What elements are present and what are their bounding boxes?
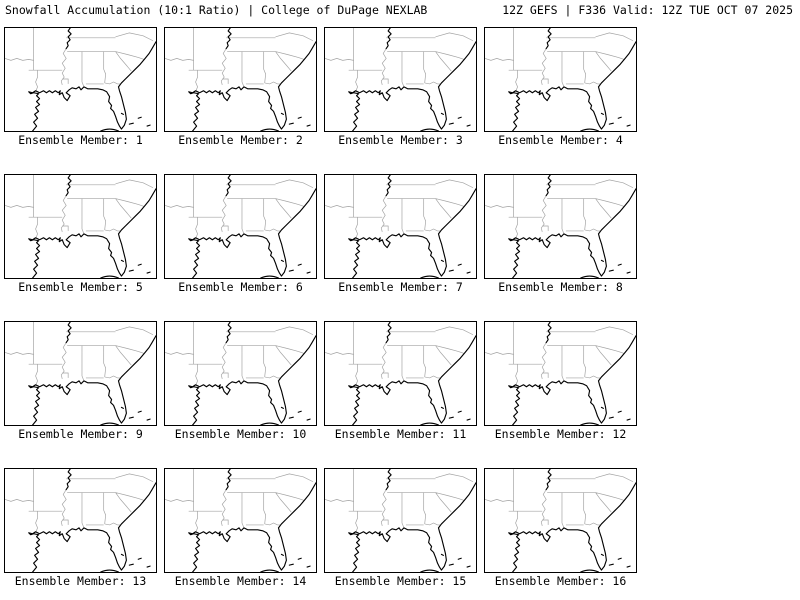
map-outline-svg [5,322,156,425]
ensemble-member-panel-8[interactable]: Ensemble Member: 8 [484,174,637,294]
ensemble-member-label: Ensemble Member: 10 [174,427,307,441]
ensemble-member-label: Ensemble Member: 7 [338,280,463,294]
ensemble-member-panel-9[interactable]: Ensemble Member: 9 [4,321,157,441]
map-outline-svg [485,175,636,278]
map-southeast-us[interactable] [324,468,477,573]
map-southeast-us[interactable] [324,27,477,132]
map-southeast-us[interactable] [4,27,157,132]
ensemble-grid: Ensemble Member: 1 Ensemble Member: 2 En… [4,27,800,600]
map-southeast-us[interactable] [4,321,157,426]
ensemble-member-label: Ensemble Member: 2 [178,133,303,147]
map-outline-svg [325,28,476,131]
ensemble-member-panel-5[interactable]: Ensemble Member: 5 [4,174,157,294]
map-southeast-us[interactable] [484,468,637,573]
map-southeast-us[interactable] [164,27,317,132]
map-outline-svg [325,469,476,572]
map-outline-svg [5,28,156,131]
product-title: Snowfall Accumulation (10:1 Ratio) | Col… [5,3,428,17]
ensemble-member-panel-12[interactable]: Ensemble Member: 12 [484,321,637,441]
map-southeast-us[interactable] [324,321,477,426]
ensemble-member-label: Ensemble Member: 15 [334,574,467,588]
model-run-valid-time: 12Z GEFS | F336 Valid: 12Z TUE OCT 07 20… [502,3,793,17]
map-outline-svg [165,469,316,572]
map-outline-svg [5,469,156,572]
map-outline-svg [165,28,316,131]
map-southeast-us[interactable] [484,174,637,279]
map-outline-svg [485,469,636,572]
ensemble-member-panel-3[interactable]: Ensemble Member: 3 [324,27,477,147]
map-outline-svg [325,175,476,278]
ensemble-member-label: Ensemble Member: 11 [334,427,467,441]
map-outline-svg [5,175,156,278]
ensemble-member-panel-15[interactable]: Ensemble Member: 15 [324,468,477,588]
ensemble-member-panel-2[interactable]: Ensemble Member: 2 [164,27,317,147]
ensemble-member-label: Ensemble Member: 5 [18,280,143,294]
map-outline-svg [165,175,316,278]
map-southeast-us[interactable] [4,174,157,279]
ensemble-member-label: Ensemble Member: 6 [178,280,303,294]
ensemble-member-label: Ensemble Member: 16 [494,574,627,588]
map-southeast-us[interactable] [164,321,317,426]
ensemble-member-panel-10[interactable]: Ensemble Member: 10 [164,321,317,441]
ensemble-member-panel-11[interactable]: Ensemble Member: 11 [324,321,477,441]
map-outline-svg [325,322,476,425]
map-outline-svg [165,322,316,425]
ensemble-member-panel-7[interactable]: Ensemble Member: 7 [324,174,477,294]
ensemble-member-label: Ensemble Member: 13 [14,574,147,588]
ensemble-member-label: Ensemble Member: 3 [338,133,463,147]
ensemble-member-panel-6[interactable]: Ensemble Member: 6 [164,174,317,294]
ensemble-member-label: Ensemble Member: 1 [18,133,143,147]
ensemble-member-label: Ensemble Member: 9 [18,427,143,441]
map-southeast-us[interactable] [164,174,317,279]
map-southeast-us[interactable] [164,468,317,573]
ensemble-member-panel-14[interactable]: Ensemble Member: 14 [164,468,317,588]
map-southeast-us[interactable] [324,174,477,279]
ensemble-member-panel-16[interactable]: Ensemble Member: 16 [484,468,637,588]
ensemble-member-panel-4[interactable]: Ensemble Member: 4 [484,27,637,147]
ensemble-member-label: Ensemble Member: 14 [174,574,307,588]
ensemble-member-label: Ensemble Member: 12 [494,427,627,441]
map-outline-svg [485,28,636,131]
map-southeast-us[interactable] [484,27,637,132]
map-outline-svg [485,322,636,425]
ensemble-member-panel-1[interactable]: Ensemble Member: 1 [4,27,157,147]
ensemble-member-label: Ensemble Member: 4 [498,133,623,147]
header: Snowfall Accumulation (10:1 Ratio) | Col… [5,3,793,17]
map-southeast-us[interactable] [484,321,637,426]
ensemble-member-label: Ensemble Member: 8 [498,280,623,294]
ensemble-member-panel-13[interactable]: Ensemble Member: 13 [4,468,157,588]
map-southeast-us[interactable] [4,468,157,573]
